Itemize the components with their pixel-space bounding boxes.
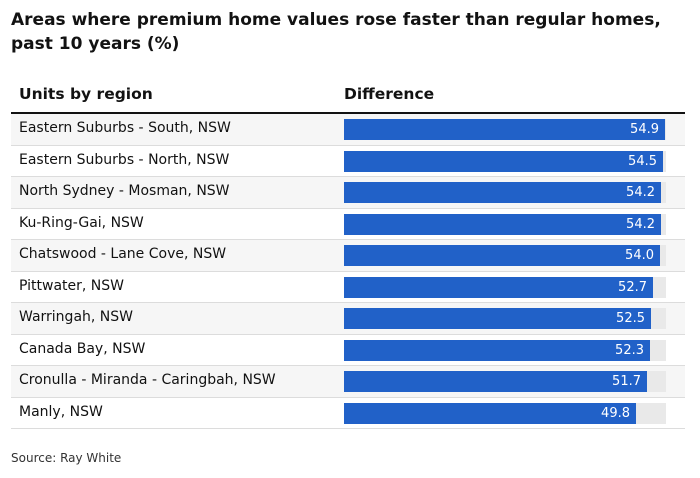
table-row: Canada Bay, NSW 52.3	[11, 334, 685, 366]
table-row: Cronulla - Miranda - Caringbah, NSW 51.7	[11, 366, 685, 398]
bar	[344, 245, 660, 266]
region-label: Chatswood - Lane Cove, NSW	[19, 246, 227, 262]
bar	[344, 308, 651, 329]
region-label: Ku-Ring-Gai, NSW	[19, 214, 144, 231]
data-table: Units by region Difference Eastern Subur…	[11, 82, 685, 429]
bar	[344, 182, 661, 203]
table-row: Ku-Ring-Gai, NSW 54.2	[11, 208, 685, 240]
bar	[344, 339, 650, 361]
table-body: Eastern Suburbs - South, NSW 54.9 Eastern …	[11, 114, 685, 429]
bar	[344, 276, 653, 298]
bar-track: 49.8	[344, 402, 666, 424]
region-label: Warringah, NSW	[19, 309, 133, 325]
region-label: Eastern Suburbs - North, NSW	[19, 151, 230, 168]
source-note: Source: Ray White	[11, 451, 122, 465]
region-label: Pittwater, NSW	[19, 277, 124, 294]
bar	[344, 371, 647, 392]
table-row: Chatswood - Lane Cove, NSW 54.0	[11, 240, 685, 272]
bar-value-label: 54.0	[625, 248, 654, 263]
bar-track: 54.2	[344, 182, 666, 203]
table-row: Eastern Suburbs - South, NSW 54.9	[11, 114, 685, 146]
bar-track: 52.5	[344, 308, 666, 329]
bar-track: 54.5	[344, 150, 666, 172]
table-row: Manly, NSW 49.8	[11, 397, 685, 429]
header-units-by-region: Units by region	[19, 85, 153, 103]
table-row: North Sydney - Mosman, NSW 54.2	[11, 177, 685, 209]
bar-track: 54.0	[344, 245, 666, 266]
bar-track: 51.7	[344, 371, 666, 392]
bar-value-label: 52.3	[615, 342, 644, 358]
bar-track: 52.3	[344, 339, 666, 361]
header-difference: Difference	[344, 85, 435, 103]
table-header: Units by region Difference	[11, 82, 685, 114]
region-label: North Sydney - Mosman, NSW	[19, 183, 230, 199]
bar-value-label: 49.8	[601, 405, 630, 421]
bar-track: 54.2	[344, 213, 666, 235]
region-label: Cronulla - Miranda - Caringbah, NSW	[19, 372, 276, 388]
table-row: Pittwater, NSW 52.7	[11, 271, 685, 303]
bar-value-label: 52.5	[616, 311, 645, 326]
bar	[344, 150, 663, 172]
table-row: Eastern Suburbs - North, NSW 54.5	[11, 145, 685, 177]
bar	[344, 213, 661, 235]
bar-value-label: 54.9	[630, 122, 659, 137]
bar-value-label: 54.5	[628, 153, 657, 169]
region-label: Canada Bay, NSW	[19, 340, 146, 357]
region-label: Eastern Suburbs - South, NSW	[19, 120, 231, 136]
bar-value-label: 54.2	[626, 185, 655, 200]
table-row: Warringah, NSW 52.5	[11, 303, 685, 335]
bar-track: 52.7	[344, 276, 666, 298]
bar	[344, 402, 636, 424]
bar-track: 54.9	[344, 119, 666, 140]
bar-value-label: 54.2	[626, 216, 655, 232]
region-label: Manly, NSW	[19, 403, 103, 420]
chart-title: Areas where premium home values rose fas…	[11, 10, 661, 54]
bar	[344, 119, 665, 140]
bar-value-label: 52.7	[618, 279, 647, 295]
bar-value-label: 51.7	[612, 374, 641, 389]
